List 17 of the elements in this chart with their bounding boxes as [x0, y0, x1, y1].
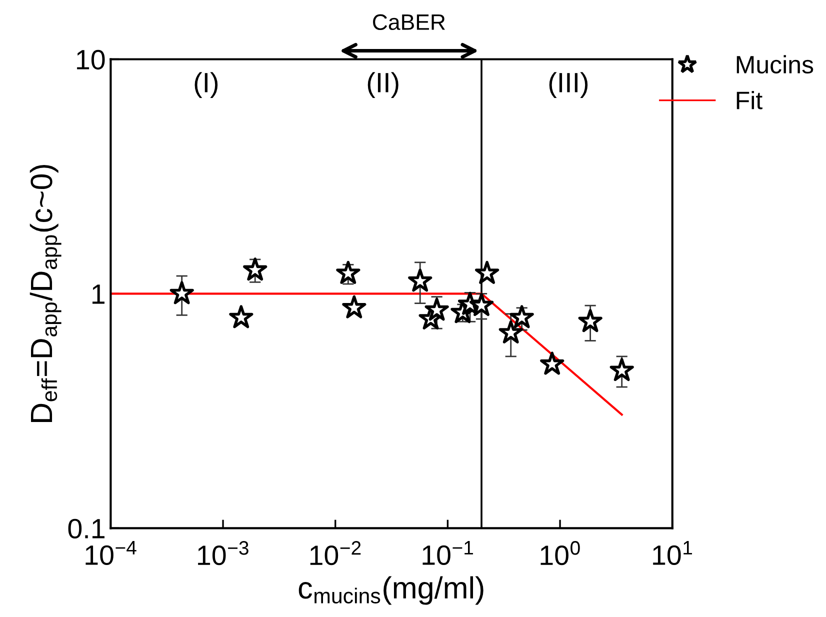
x-tick-label: 10$^{−1}$ — [422, 541, 473, 565]
x-axis-title: c$_{mucins}$(mg/ml) — [298, 576, 484, 605]
text: CaBER — [373, 14, 445, 30]
y-axis-title: D$_{eff}$=D$_{app}$/D$_{app}$(c~0) — [30, 164, 62, 422]
legend-label: Fit — [736, 90, 762, 110]
x-tick-label: 10$^{0}$ — [540, 541, 580, 566]
y-tick-label: 10 — [77, 50, 105, 70]
y-tick-label: 0.1 — [68, 518, 104, 538]
x-tick-label: 10$^{−2}$ — [310, 541, 361, 566]
x-tick-label: 10$^{−4}$ — [86, 541, 136, 565]
y-tick-label: 1 — [92, 284, 104, 304]
annotation: (II) — [368, 72, 398, 98]
legend-label: Mucins — [736, 55, 814, 74]
annotation: (I) — [194, 72, 218, 98]
x-tick-label: 10$^{1}$ — [653, 541, 692, 565]
annotation: (III) — [549, 72, 588, 98]
x-tick-label: 10$^{−3}$ — [198, 541, 248, 566]
